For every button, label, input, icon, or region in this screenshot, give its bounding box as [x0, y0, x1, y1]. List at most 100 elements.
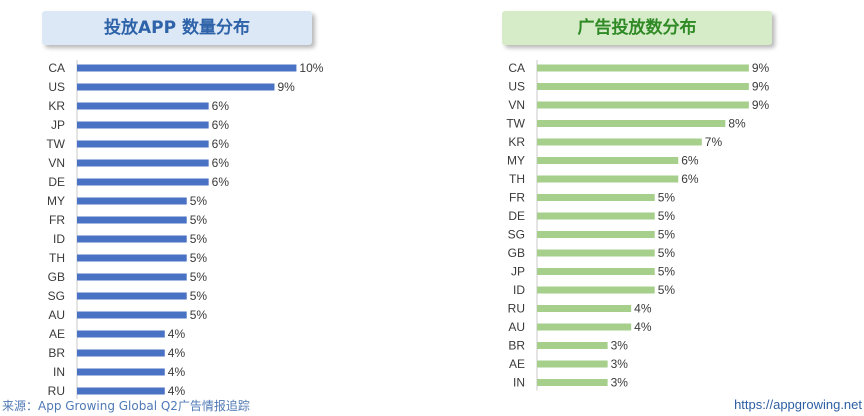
category-label: IN [513, 376, 525, 390]
bar [537, 342, 608, 349]
category-label: JP [51, 118, 65, 132]
bar [77, 159, 209, 167]
right-chart-title: 广告投放数分布 [502, 11, 772, 45]
value-label: 6% [212, 175, 230, 189]
category-label: AE [509, 357, 525, 371]
bar [77, 197, 187, 205]
value-label: 5% [190, 232, 208, 246]
category-label: TW [46, 137, 65, 151]
bar [77, 292, 187, 300]
category-label: GB [48, 270, 65, 284]
bar [77, 140, 209, 148]
value-label: 8% [728, 117, 746, 131]
value-label: 9% [277, 80, 295, 94]
value-label: 6% [212, 156, 230, 170]
value-label: 5% [190, 308, 208, 322]
website-link[interactable]: https://appgrowing.net [734, 397, 862, 412]
category-label: RU [508, 302, 525, 316]
bar [537, 231, 655, 238]
category-label: ID [513, 283, 525, 297]
bar [77, 349, 165, 357]
category-label: TH [509, 172, 525, 186]
bar [537, 360, 608, 368]
bar [537, 83, 749, 90]
bar [537, 286, 655, 294]
category-label: GB [508, 246, 525, 260]
bar [77, 311, 187, 319]
bar [77, 273, 187, 281]
category-label: CA [508, 61, 525, 75]
bar [77, 64, 297, 72]
bar [77, 235, 187, 243]
value-label: 4% [168, 384, 186, 398]
value-label: 5% [190, 213, 208, 227]
category-label: MY [47, 194, 65, 208]
bar [77, 387, 165, 395]
category-label: ID [53, 232, 65, 246]
value-label: 5% [658, 283, 676, 297]
bar [537, 138, 702, 146]
value-label: 5% [658, 191, 676, 205]
category-label: AU [508, 320, 525, 334]
category-label: DE [508, 209, 525, 223]
left-chart-title: 投放APP 数量分布 [42, 11, 312, 45]
value-label: 10% [299, 61, 323, 75]
category-label: SG [48, 289, 65, 303]
value-label: 5% [190, 251, 208, 265]
bar [537, 157, 679, 164]
category-label: AE [49, 327, 65, 341]
value-label: 4% [168, 327, 186, 341]
bar [537, 249, 655, 257]
value-label: 5% [658, 228, 676, 242]
bar [537, 194, 655, 201]
bar [77, 216, 187, 224]
value-label: 7% [705, 135, 723, 149]
category-label: DE [48, 175, 65, 189]
value-label: 6% [681, 154, 699, 168]
category-label: IN [53, 365, 65, 379]
bar [537, 101, 749, 109]
bar [77, 178, 209, 186]
bar [77, 254, 187, 262]
category-label: US [48, 80, 65, 94]
value-label: 5% [658, 246, 676, 260]
value-label: 3% [611, 339, 629, 353]
value-label: 9% [752, 80, 770, 94]
value-label: 3% [611, 376, 629, 390]
category-label: JP [511, 265, 525, 279]
bar [537, 212, 655, 220]
value-label: 9% [752, 98, 770, 112]
bar [77, 368, 165, 376]
bar [77, 121, 209, 129]
category-label: BR [508, 339, 525, 353]
value-label: 5% [190, 289, 208, 303]
bar [77, 83, 275, 91]
value-label: 6% [212, 137, 230, 151]
value-label: 4% [168, 346, 186, 360]
bar [77, 330, 165, 338]
value-label: 6% [212, 118, 230, 132]
bar [537, 305, 632, 312]
category-label: BR [48, 346, 65, 360]
bar [77, 102, 209, 110]
bar [537, 379, 608, 386]
category-label: VN [508, 98, 525, 112]
value-label: 9% [752, 61, 770, 75]
source-note: 来源：App Growing Global Q2广告情报追踪 [2, 399, 250, 413]
value-label: 5% [190, 270, 208, 284]
value-label: 4% [634, 320, 652, 334]
bar [537, 323, 632, 331]
category-label: CA [48, 61, 65, 75]
category-label: TW [506, 117, 525, 131]
category-label: TH [49, 251, 65, 265]
value-label: 4% [634, 302, 652, 316]
value-label: 5% [190, 194, 208, 208]
category-label: FR [49, 213, 65, 227]
bar [537, 175, 679, 183]
value-label: 5% [658, 209, 676, 223]
category-label: US [508, 80, 525, 94]
value-label: 3% [611, 357, 629, 371]
value-label: 6% [212, 99, 230, 113]
